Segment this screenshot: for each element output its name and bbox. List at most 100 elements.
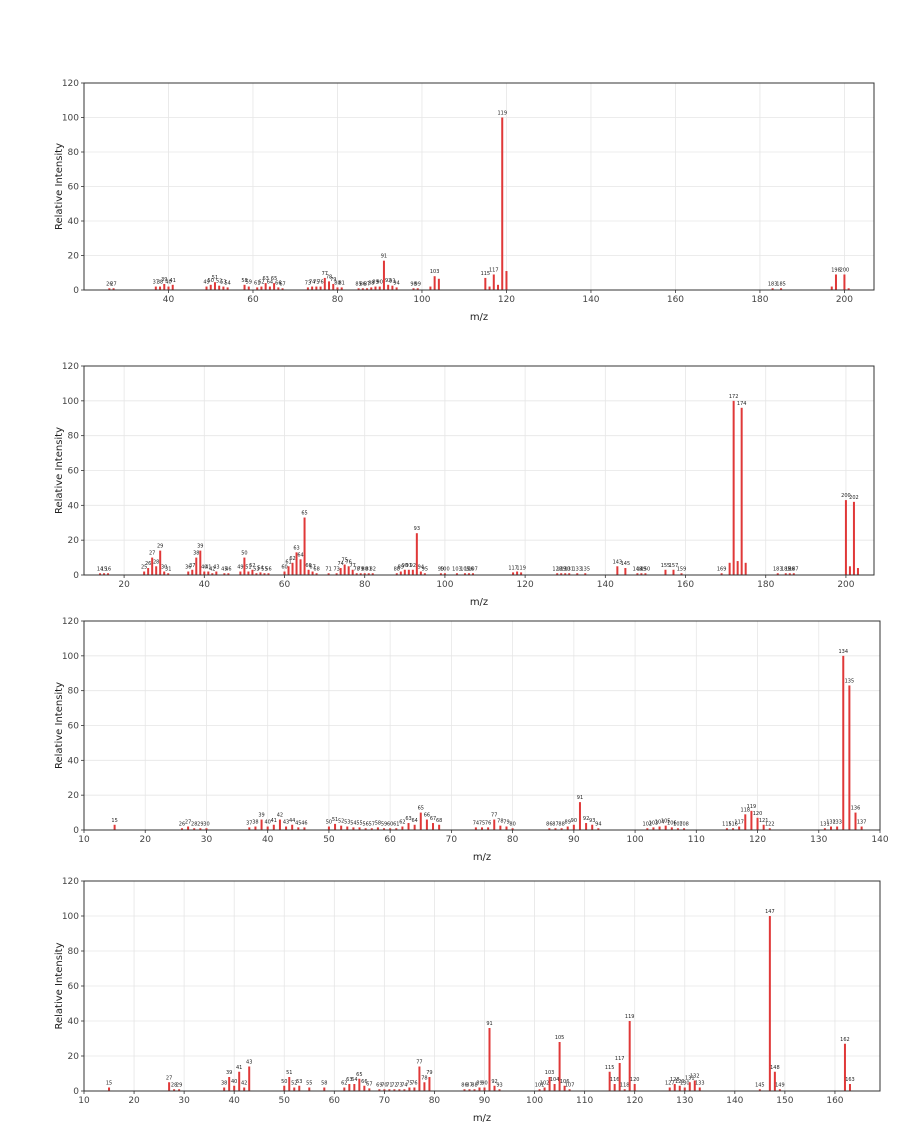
- peak-bar: [193, 828, 196, 830]
- peak-label: 143: [613, 559, 623, 565]
- peak-label: 94: [595, 821, 601, 827]
- peak-bar: [556, 573, 559, 575]
- peak-label: 100: [440, 566, 450, 572]
- peak-label: 55: [306, 1081, 312, 1087]
- peak-bar: [323, 277, 326, 290]
- plot-frame: [83, 82, 875, 291]
- peak-label: 59: [246, 280, 252, 286]
- peak-bar: [455, 573, 458, 575]
- peak-bar: [553, 1084, 556, 1091]
- peak-bar: [732, 828, 735, 830]
- peak-label: 106: [667, 820, 677, 826]
- peak-bar: [443, 573, 446, 575]
- peak-bar: [199, 828, 202, 830]
- peak-bar: [378, 286, 381, 290]
- peak-label: 64: [267, 280, 273, 286]
- peak-bar: [563, 1085, 566, 1091]
- spectrum-chart-1: 0 20 40 60 80 100 120 40 60 80 100 120 140 160 180 200 2…: [54, 79, 875, 323]
- peak-bar: [548, 828, 551, 830]
- x-axis-title: m/z: [473, 852, 491, 863]
- peak-bar: [287, 566, 290, 575]
- peak-bar: [520, 572, 523, 575]
- plot-frame: [83, 880, 881, 1092]
- peak-label: 86: [461, 1082, 467, 1088]
- peak-label: 93: [496, 1082, 502, 1088]
- peak-label: 61: [393, 821, 399, 827]
- peak-bar: [471, 573, 474, 575]
- peak-label: 16: [105, 566, 111, 572]
- y-tick-label: 60: [68, 467, 80, 477]
- peak-label: 63: [293, 545, 299, 551]
- peak-label: 119: [497, 111, 507, 117]
- peak-bar: [382, 260, 385, 290]
- y-tick-label: 100: [62, 114, 79, 124]
- peak-label: 155: [661, 563, 671, 569]
- peak-label: 26: [106, 281, 112, 287]
- x-tick-label: 60: [329, 1096, 341, 1106]
- x-tick-label: 120: [749, 835, 766, 845]
- peak-label: 162: [840, 1037, 850, 1043]
- x-tick-label: 100: [413, 295, 430, 305]
- peak-label: 37: [153, 280, 159, 286]
- peak-bar: [584, 573, 587, 575]
- peak-label: 74: [473, 820, 479, 826]
- peak-label: 38: [157, 280, 163, 286]
- peak-label: 102: [540, 1081, 550, 1087]
- peak-bar: [171, 284, 174, 290]
- peak-bar: [303, 517, 306, 575]
- peak-bar: [736, 561, 739, 575]
- peak-bar: [576, 573, 579, 575]
- peak-label: 29: [176, 1082, 182, 1088]
- peak-label: 118: [620, 1082, 630, 1088]
- y-tick-label: 80: [68, 947, 80, 957]
- peak-label: 76: [411, 1081, 417, 1087]
- peak-bar: [173, 1089, 176, 1091]
- peak-bar: [248, 1066, 251, 1091]
- peak-label: 94: [418, 565, 424, 571]
- x-axis-title: m/z: [473, 1113, 491, 1124]
- peak-label: 91: [406, 563, 412, 569]
- peak-label: 43: [246, 1060, 252, 1066]
- peak-label: 128: [670, 1077, 680, 1083]
- peak-label: 27: [185, 820, 191, 826]
- x-tick-label: 130: [810, 835, 827, 845]
- peak-label: 67: [279, 281, 285, 287]
- peak-label: 137: [857, 820, 867, 826]
- peak-label: 78: [421, 1075, 427, 1081]
- peak-bar: [346, 826, 349, 830]
- peak-label: 187: [789, 566, 799, 572]
- x-tick-label: 20: [128, 1096, 140, 1106]
- peak-label: 108: [679, 821, 689, 827]
- x-tick-label: 10: [78, 1096, 90, 1106]
- y-tick-label: 0: [73, 571, 79, 581]
- peak-bar: [395, 573, 398, 575]
- peak-label: 135: [845, 678, 855, 684]
- peak-label: 149: [637, 566, 647, 572]
- peak-bar: [483, 1087, 486, 1091]
- peak-label: 79: [330, 277, 336, 283]
- x-axis-title: m/z: [470, 312, 488, 323]
- peak-bar: [740, 407, 743, 575]
- peak-bar: [335, 573, 338, 575]
- peak-bar: [376, 827, 379, 830]
- peak-bar: [387, 284, 390, 290]
- peak-bar: [413, 824, 416, 830]
- peak-bar: [359, 573, 362, 575]
- peak-bar: [644, 573, 647, 575]
- peak-bar: [207, 571, 210, 575]
- peak-label: 92: [491, 1079, 497, 1085]
- peak-bar: [548, 1077, 551, 1091]
- peak-bar: [844, 500, 847, 575]
- peak-label: 29: [157, 544, 163, 550]
- peak-label: 77: [322, 271, 328, 277]
- peak-bar: [852, 501, 855, 575]
- peak-bar: [744, 814, 747, 830]
- y-tick-label: 100: [62, 912, 79, 922]
- peak-bar: [543, 1087, 546, 1091]
- peak-label: 74: [309, 280, 315, 286]
- peak-bar: [778, 1089, 781, 1091]
- peak-bar: [311, 571, 314, 575]
- peak-label: 200: [840, 267, 850, 273]
- peak-label: 200: [841, 493, 851, 499]
- peak-bar: [771, 288, 774, 290]
